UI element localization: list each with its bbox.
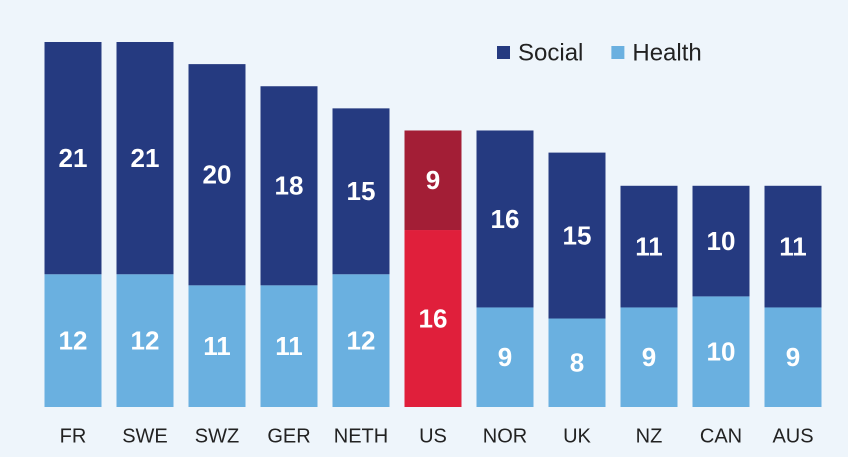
bar-segment xyxy=(548,152,606,319)
x-tick-label: NOR xyxy=(483,425,527,447)
data-label: 20 xyxy=(203,160,232,190)
bar-segment xyxy=(332,274,390,407)
data-label: 10 xyxy=(707,337,736,367)
data-label: 11 xyxy=(779,231,807,261)
bar-segment xyxy=(188,285,246,407)
bar-segment xyxy=(692,185,750,297)
x-tick-label: GER xyxy=(267,425,310,447)
data-label: 15 xyxy=(347,176,376,206)
bar-segment xyxy=(404,230,462,407)
data-label: 8 xyxy=(570,348,584,378)
bar-segment xyxy=(548,318,606,407)
bar-segment xyxy=(116,274,174,407)
x-tick-label: NZ xyxy=(636,425,663,447)
data-label: 11 xyxy=(203,331,231,361)
bar-segment xyxy=(260,285,318,407)
bar-segment xyxy=(476,130,534,308)
data-label: 16 xyxy=(491,204,520,234)
x-tick-label: US xyxy=(419,425,447,447)
bar-segment xyxy=(764,307,822,407)
data-label: 18 xyxy=(275,171,304,201)
data-label: 21 xyxy=(131,143,160,173)
bar-segment xyxy=(260,86,318,286)
x-tick-label: FR xyxy=(60,425,87,447)
bar-segment xyxy=(404,130,462,231)
x-tick-label: CAN xyxy=(700,425,742,447)
bar-segment xyxy=(692,296,750,407)
data-label: 11 xyxy=(635,231,663,261)
x-tick-label: SWE xyxy=(122,425,168,447)
data-label: 12 xyxy=(131,326,160,356)
bar-segment xyxy=(188,64,246,286)
x-tick-label: NETH xyxy=(334,425,388,447)
bar-segment xyxy=(764,185,822,308)
legend-label: Health xyxy=(632,39,701,66)
bar-segment xyxy=(116,42,174,275)
data-label: 9 xyxy=(642,342,656,372)
data-label: 15 xyxy=(563,220,592,250)
bar-segment xyxy=(44,274,102,407)
bar-segment xyxy=(620,185,678,308)
data-label: 9 xyxy=(498,342,512,372)
data-label: 9 xyxy=(786,342,800,372)
data-label: 16 xyxy=(419,303,448,333)
legend-swatch xyxy=(497,46,510,59)
x-tick-label: AUS xyxy=(772,425,813,447)
bar-segment xyxy=(332,108,390,275)
bar-segment xyxy=(44,42,102,275)
x-tick-label: SWZ xyxy=(195,425,239,447)
bar-segment xyxy=(620,307,678,407)
data-label: 10 xyxy=(707,226,736,256)
data-label: 11 xyxy=(275,331,303,361)
legend-swatch xyxy=(611,46,625,59)
data-label: 12 xyxy=(59,326,88,356)
data-label: 9 xyxy=(426,165,440,195)
data-label: 21 xyxy=(59,143,88,173)
x-tick-label: UK xyxy=(563,425,591,447)
bar-segment xyxy=(476,307,534,407)
data-label: 12 xyxy=(347,326,376,356)
legend-label: Social xyxy=(518,39,583,66)
